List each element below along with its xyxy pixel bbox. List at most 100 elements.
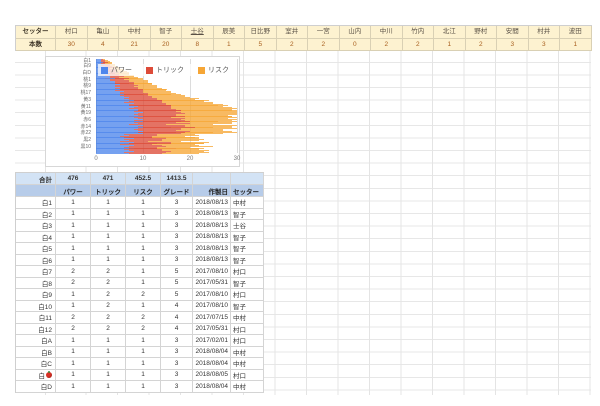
cell-grade[interactable]: 3 — [161, 381, 193, 393]
cell-risk[interactable]: 1 — [126, 220, 161, 232]
legend-item[interactable]: トリック — [146, 65, 184, 75]
setter-count-cell[interactable]: 8 — [182, 38, 214, 51]
cell-setter[interactable]: 中村 — [231, 312, 264, 324]
cell-risk[interactable]: 1 — [126, 266, 161, 278]
totals-value-cell[interactable] — [193, 173, 231, 185]
setter-count-cell[interactable]: 1 — [434, 38, 466, 51]
row-label[interactable]: 白8 — [16, 277, 56, 289]
legend-item[interactable]: リスク — [198, 65, 229, 75]
cell-grade[interactable]: 3 — [161, 208, 193, 220]
cell-date[interactable]: 2018/08/13 — [193, 197, 231, 209]
cell-power[interactable]: 1 — [56, 300, 91, 312]
cell-risk[interactable]: 1 — [126, 335, 161, 347]
setter-name-cell[interactable]: 村口 — [56, 26, 88, 39]
setter-count-cell[interactable]: 3 — [497, 38, 529, 51]
cell-grade[interactable]: 3 — [161, 369, 193, 381]
cell-date[interactable]: 2017/05/31 — [193, 277, 231, 289]
setter-name-cell[interactable]: 日比野 — [245, 26, 277, 39]
row-label[interactable]: 白4 — [16, 231, 56, 243]
cell-risk[interactable]: 1 — [126, 197, 161, 209]
totals-value-cell[interactable]: 476 — [56, 173, 91, 185]
cell-setter[interactable]: 中村 — [231, 197, 264, 209]
cell-setter[interactable]: 村口 — [231, 266, 264, 278]
cell-grade[interactable]: 4 — [161, 323, 193, 335]
cell-power[interactable]: 2 — [56, 312, 91, 324]
cell-date[interactable]: 2017/05/31 — [193, 323, 231, 335]
cell-trick[interactable]: 2 — [91, 312, 126, 324]
cell-grade[interactable]: 5 — [161, 266, 193, 278]
cell-trick[interactable]: 2 — [91, 277, 126, 289]
cell-date[interactable]: 2018/08/13 — [193, 208, 231, 220]
setter-name-cell[interactable]: 士谷 — [182, 26, 214, 39]
setter-count-cell[interactable]: 2 — [402, 38, 434, 51]
cell-grade[interactable]: 3 — [161, 197, 193, 209]
setter-name-cell[interactable]: 北江 — [434, 26, 466, 39]
cell-date[interactable]: 2017/07/15 — [193, 312, 231, 324]
cell-setter[interactable]: 智子 — [231, 231, 264, 243]
cell-grade[interactable]: 4 — [161, 300, 193, 312]
cell-risk[interactable]: 1 — [126, 346, 161, 358]
row-label[interactable]: 白D — [16, 381, 56, 393]
cell-power[interactable]: 2 — [56, 277, 91, 289]
cell-risk[interactable]: 1 — [126, 208, 161, 220]
cell-risk[interactable]: 2 — [126, 323, 161, 335]
legend-item[interactable]: パワー — [101, 65, 132, 75]
column-header-cell[interactable]: グレード — [161, 185, 193, 197]
setter-count-cell[interactable]: 2 — [276, 38, 308, 51]
cell-risk[interactable]: 2 — [126, 312, 161, 324]
row-label[interactable]: 白11 — [16, 312, 56, 324]
cell-setter[interactable]: 中村 — [231, 358, 264, 370]
cell-trick[interactable]: 2 — [91, 289, 126, 301]
cell-grade[interactable]: 3 — [161, 346, 193, 358]
row-label[interactable]: 白1 — [16, 197, 56, 209]
setter-row-label[interactable]: セッター — [16, 26, 56, 39]
setter-count-cell[interactable]: 0 — [339, 38, 371, 51]
cell-date[interactable]: 2018/08/05 — [193, 369, 231, 381]
cell-grade[interactable]: 5 — [161, 277, 193, 289]
setter-name-cell[interactable]: 辰美 — [213, 26, 245, 39]
setter-count-cell[interactable]: 30 — [56, 38, 88, 51]
row-label[interactable]: 白10 — [16, 300, 56, 312]
cell-power[interactable]: 1 — [56, 254, 91, 266]
cell-power[interactable]: 2 — [56, 266, 91, 278]
cell-setter[interactable]: 智子 — [231, 254, 264, 266]
cell-trick[interactable]: 1 — [91, 220, 126, 232]
setter-name-cell[interactable]: 山内 — [339, 26, 371, 39]
cell-risk[interactable]: 1 — [126, 231, 161, 243]
setter-count-cell[interactable]: 4 — [87, 38, 119, 51]
cell-risk[interactable]: 1 — [126, 369, 161, 381]
cell-trick[interactable]: 2 — [91, 300, 126, 312]
cell-power[interactable]: 1 — [56, 335, 91, 347]
row-label[interactable]: 白5 — [16, 243, 56, 255]
setter-count-cell[interactable]: 1 — [560, 38, 592, 51]
cell-date[interactable]: 2017/08/10 — [193, 289, 231, 301]
cell-power[interactable]: 1 — [56, 197, 91, 209]
cell-risk[interactable]: 1 — [126, 300, 161, 312]
setter-name-cell[interactable]: 波田 — [560, 26, 592, 39]
cell-trick[interactable]: 1 — [91, 335, 126, 347]
cell-power[interactable]: 2 — [56, 323, 91, 335]
cell-trick[interactable]: 2 — [91, 323, 126, 335]
cell-grade[interactable]: 3 — [161, 254, 193, 266]
cell-setter[interactable]: 村口 — [231, 323, 264, 335]
cell-setter[interactable]: 村口 — [231, 369, 264, 381]
row-label[interactable]: 白7 — [16, 266, 56, 278]
cell-power[interactable]: 1 — [56, 231, 91, 243]
setter-name-cell[interactable]: 中川 — [371, 26, 403, 39]
setter-name-cell[interactable]: 室井 — [276, 26, 308, 39]
setter-name-cell[interactable]: 竹内 — [402, 26, 434, 39]
column-header-cell[interactable]: トリック — [91, 185, 126, 197]
cell-risk[interactable]: 2 — [126, 289, 161, 301]
row-label[interactable]: 白 — [16, 369, 56, 381]
cell-risk[interactable]: 1 — [126, 358, 161, 370]
setter-count-cell[interactable]: 5 — [245, 38, 277, 51]
cell-trick[interactable]: 1 — [91, 208, 126, 220]
row-label[interactable]: 白2 — [16, 208, 56, 220]
row-label[interactable]: 白3 — [16, 220, 56, 232]
row-label[interactable]: 白6 — [16, 254, 56, 266]
cell-grade[interactable]: 5 — [161, 289, 193, 301]
cell-trick[interactable]: 1 — [91, 254, 126, 266]
cell-power[interactable]: 1 — [56, 289, 91, 301]
totals-value-cell[interactable]: 471 — [91, 173, 126, 185]
cell-setter[interactable]: 智子 — [231, 277, 264, 289]
